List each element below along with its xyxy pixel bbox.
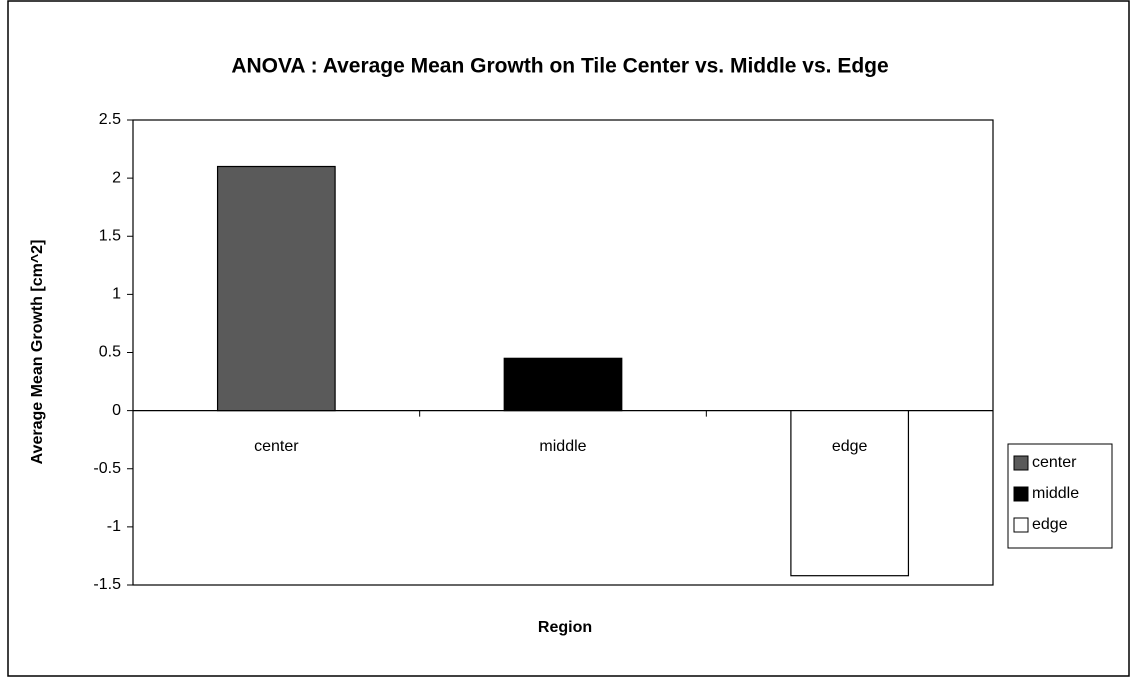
bar (503, 357, 623, 412)
y-axis-label: Average Mean Growth [cm^2] (29, 240, 46, 465)
legend-swatch (1013, 517, 1029, 533)
y-tick-label: 2 (112, 169, 121, 186)
y-tick-label: -1.5 (93, 576, 121, 593)
y-tick-label: 0.5 (99, 344, 121, 361)
bar (216, 165, 336, 412)
legend-label: center (1032, 454, 1077, 471)
chart-title: ANOVA : Average Mean Growth on Tile Cent… (231, 55, 888, 78)
x-axis-label: Region (538, 619, 592, 636)
chart-frame (7, 0, 1130, 677)
y-tick-label: -0.5 (93, 460, 121, 477)
legend-swatch (1013, 486, 1029, 502)
x-tick-label: middle (539, 438, 586, 455)
legend-label: edge (1032, 516, 1068, 533)
x-tick-label: edge (832, 438, 868, 455)
x-tick-label: center (254, 438, 299, 455)
legend-swatch (1013, 455, 1029, 471)
bar (790, 410, 910, 577)
y-tick-label: 1.5 (99, 227, 121, 244)
y-tick-label: 2.5 (99, 111, 121, 128)
y-tick-label: -1 (107, 518, 121, 535)
legend-label: middle (1032, 485, 1079, 502)
y-tick-label: 0 (112, 402, 121, 419)
y-tick-label: 1 (112, 286, 121, 303)
